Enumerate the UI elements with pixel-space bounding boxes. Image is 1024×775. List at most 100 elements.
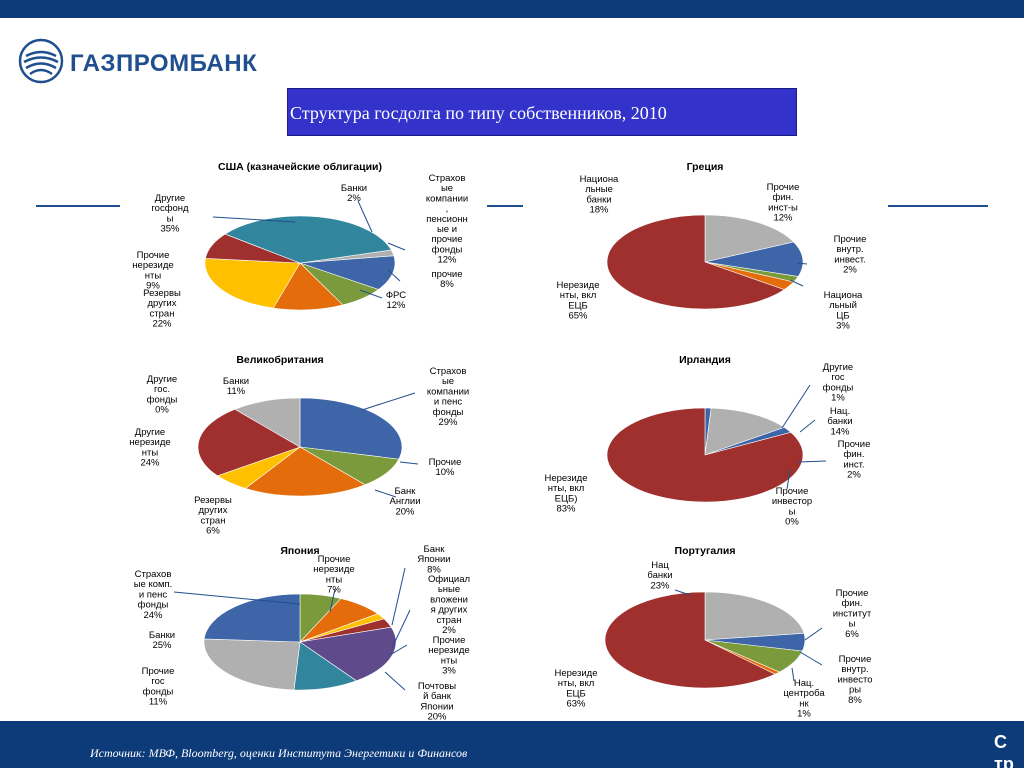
divider-right xyxy=(888,205,988,207)
slice-label: Прочие нерезиде нты 7% xyxy=(313,554,354,596)
chart-title: Греция xyxy=(687,161,724,173)
slice-label: Нерезиде нты, вкл ЕЦБ 65% xyxy=(557,280,600,322)
pie-slice xyxy=(203,638,301,691)
slice-label: Другие госфонд ы 35% xyxy=(151,193,189,235)
leader-line xyxy=(384,671,406,691)
source-note: Источник: МВФ, Bloomberg, оценки Институ… xyxy=(90,746,468,760)
chart-title: Португалия xyxy=(675,545,736,557)
slice-label: Прочие фин. инст-ы 12% xyxy=(767,182,800,224)
gazprombank-logo-icon xyxy=(18,38,64,84)
pie-slice xyxy=(704,214,795,263)
leader-line xyxy=(391,609,411,649)
pie-slice xyxy=(299,626,397,682)
slice-label: Нерезиде нты, вкл ЕЦБ 63% xyxy=(555,668,598,710)
pie-slice xyxy=(606,214,785,310)
leader-line xyxy=(329,588,336,613)
leader-line xyxy=(791,667,795,682)
pie-slice xyxy=(244,446,366,497)
pie-chart-1: США (казначейские облигации) Банки 2% Страх… xyxy=(120,148,485,338)
slice-label: Прочие гос фонды 11% xyxy=(142,666,175,708)
slice-label: Резервы других стран 22% xyxy=(143,288,181,330)
leader-line xyxy=(389,644,408,656)
leader-line xyxy=(799,419,816,433)
pie-chart-2: Греция Национа льные банки 18% Прочие фин. инст… xyxy=(523,148,888,338)
pie-slice xyxy=(203,593,301,643)
slice-label: Прочие фин. инст. 2% xyxy=(838,439,871,481)
slice-label: Другие гос фонды 1% xyxy=(823,362,854,404)
leader-line xyxy=(781,384,811,429)
slice-label: Банки 2% xyxy=(341,183,367,204)
slide-title: Структура госдолга по типу собственников… xyxy=(290,103,667,123)
leader-line xyxy=(357,200,373,233)
chart-title: Япония xyxy=(280,545,319,557)
slice-label: Почтовы й банк Японии 20% xyxy=(418,681,456,723)
slice-label: Прочие инвестор ы 0% xyxy=(772,486,812,528)
pie-slice xyxy=(604,591,776,689)
bottom-bar xyxy=(0,721,1024,768)
leader-line xyxy=(361,392,416,411)
slice-label: Резервы других стран 6% xyxy=(194,495,232,537)
leader-line xyxy=(789,279,804,287)
slice-label: Национа льные банки 18% xyxy=(580,174,619,216)
leader-line xyxy=(212,216,296,223)
pie-slice xyxy=(606,407,804,503)
leader-line xyxy=(359,289,383,299)
slice-label: Прочие внутр. инвесто ры 8% xyxy=(837,654,872,706)
pie-charts-area: США (казначейские облигации) Банки 2% Страх… xyxy=(120,148,888,725)
pie-chart-3: Великобритания Страхов ые компании и пенс фон… xyxy=(120,348,485,538)
slice-label: Нерезиде нты, вкл ЕЦБ) 83% xyxy=(545,473,588,515)
slice-label: Прочие фин. институт ы 6% xyxy=(833,588,872,640)
pie-slice xyxy=(197,408,301,477)
chart-title: Великобритания xyxy=(236,354,323,366)
slice-label: Официал ьные вложени я других стран 2% xyxy=(428,574,470,636)
top-bar xyxy=(0,0,1024,18)
leader-line xyxy=(786,469,791,490)
slice-label: Страхов ые компании и пенс фонды 29% xyxy=(427,366,469,428)
slice-label: Страхов ые компании, пенсионн ые и прочие фонд… xyxy=(426,173,468,266)
leader-line xyxy=(387,269,401,282)
leader-line xyxy=(173,591,301,605)
slice-label: Банк Японии 8% xyxy=(417,544,450,575)
slice-label: Страхов ые комп. и пенс фонды 24% xyxy=(134,569,173,621)
leader-line xyxy=(391,567,406,626)
slice-label: Прочие нерезиде нты 9% xyxy=(132,250,173,292)
pie-slice xyxy=(224,215,392,264)
pie-slice xyxy=(704,591,805,641)
slice-label: ФРС 12% xyxy=(386,290,406,311)
slice-label: Банк Англии 20% xyxy=(390,486,421,517)
chart-title: Ирландия xyxy=(679,354,731,366)
slice-label: Прочие нерезиде нты 3% xyxy=(428,635,469,677)
slide-title-box: Структура госдолга по типу собственников… xyxy=(287,88,797,136)
pie-slice xyxy=(204,258,301,309)
pie-slice xyxy=(704,241,804,277)
slice-label: Нац банки 23% xyxy=(647,560,672,591)
pie-slice xyxy=(293,641,358,691)
divider-left xyxy=(36,205,120,207)
chart-title: США (казначейские облигации) xyxy=(218,161,382,173)
slice-label: Национа льный ЦБ 3% xyxy=(824,290,863,332)
slice-label: Другие гос. фонды 0% xyxy=(147,374,178,416)
slice-label: Банки 11% xyxy=(223,376,249,397)
slice-label: Банки 25% xyxy=(149,630,175,651)
pie-slice xyxy=(234,397,301,448)
pie-slice xyxy=(704,407,785,456)
slice-label: Нац. центроба нк 1% xyxy=(783,678,825,720)
pie-slice xyxy=(272,262,344,311)
slice-label: прочие 8% xyxy=(431,269,462,290)
leader-line xyxy=(799,651,823,666)
leader-line xyxy=(399,461,419,465)
leader-line xyxy=(674,589,691,596)
brand-name: ГАЗПРОМБАНК xyxy=(70,50,258,77)
divider-mid-left xyxy=(487,205,523,207)
leader-line xyxy=(797,460,827,463)
slice-label: Нац. банки 14% xyxy=(827,406,852,437)
pie-slice xyxy=(299,397,403,460)
slice-label: Прочие внутр. инвест. 2% xyxy=(834,234,867,276)
leader-line xyxy=(387,242,406,251)
leader-line xyxy=(374,489,397,498)
pie-slice xyxy=(299,255,396,290)
leader-line xyxy=(804,627,823,641)
